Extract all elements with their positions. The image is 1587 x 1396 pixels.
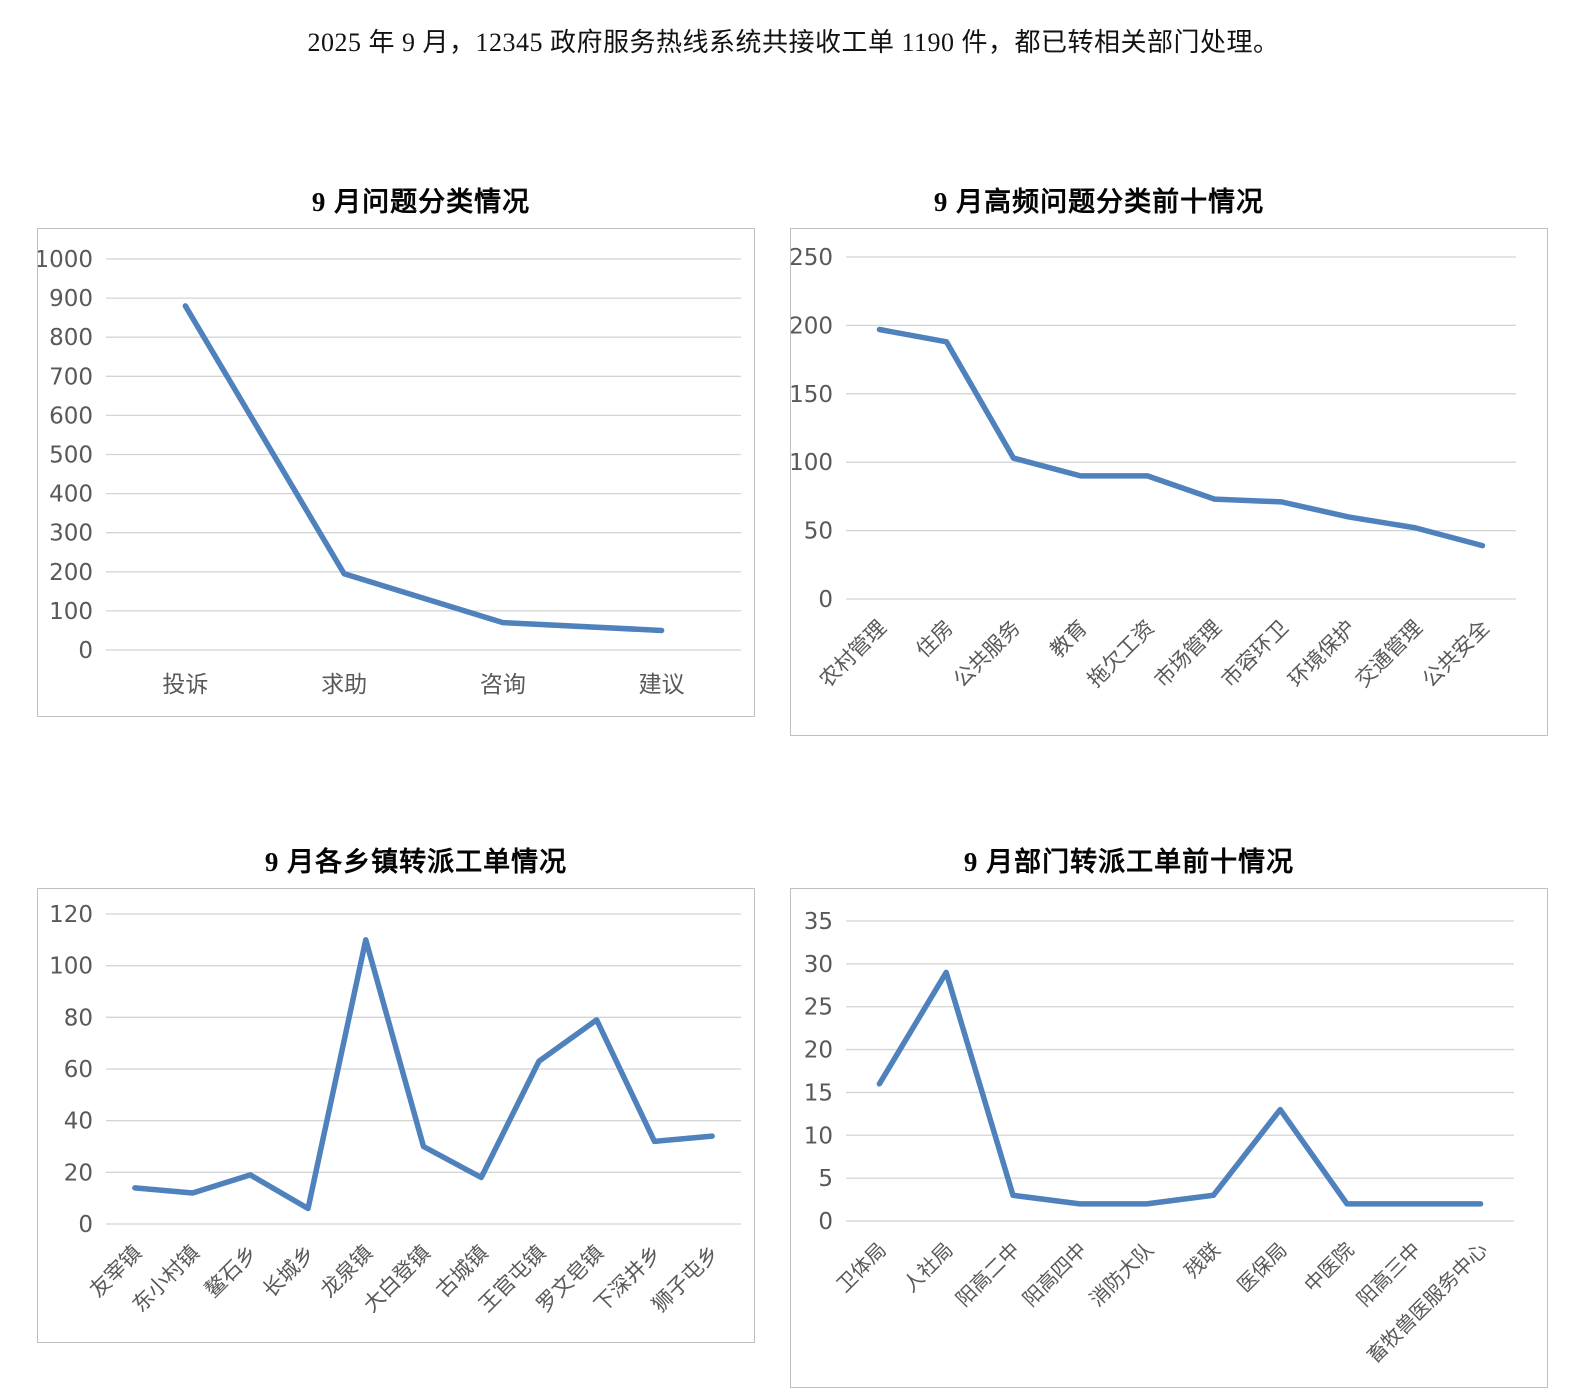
line-chart-frame: 0 5 10 15 20 25 30 35 卫体局 人社局 阳高二中 阳高四中 消防大队 残联 医保局 中医院…: [790, 888, 1548, 1388]
x-axis-label: 中医院: [1299, 1238, 1358, 1297]
x-axis-label: 残联: [1180, 1238, 1225, 1283]
x-axis-label: 公共服务: [949, 616, 1025, 692]
x-axis-label: 卫体局: [832, 1238, 891, 1297]
x-axis-label: 交通管理: [1351, 616, 1427, 692]
x-axis-label: 公共安全: [1418, 616, 1494, 692]
data-line: [876, 969, 1484, 1207]
x-axis-label: 市场管理: [1150, 616, 1226, 692]
x-axis-label: 投诉: [162, 672, 208, 698]
y-tick-label: 250: [791, 245, 833, 271]
y-tick-label: 25: [804, 995, 833, 1021]
data-line: [132, 937, 715, 1212]
x-axis-label: 咨询: [480, 672, 526, 698]
x-axis-label: 阳高四中: [1018, 1238, 1092, 1312]
y-tick-label: 100: [49, 954, 93, 980]
y-tick-label: 600: [49, 403, 93, 429]
y-tick-label: 10: [804, 1123, 833, 1149]
chart-title: 9 月高频问题分类前十情况: [933, 187, 1265, 217]
y-tick-label: 0: [78, 638, 93, 664]
y-tick-label: 150: [791, 382, 833, 408]
y-tick-label: 0: [818, 587, 833, 613]
line-chart-frame: 0 20 40 60 80 100 120 友宰镇 东小村镇 鳌石乡 长城乡 龙泉镇 大白登镇 古城镇 王官…: [37, 888, 755, 1343]
y-tick-label: 40: [64, 1109, 93, 1135]
x-axis-label: 鳌石乡: [200, 1241, 262, 1303]
y-tick-label: 20: [64, 1160, 93, 1186]
line-chart-frame: 0 50 100 150 200 250 农村管理 住房 公共服务 教育 拖欠工资 市场管理 市容环卫环…: [790, 228, 1548, 736]
x-axis-label: 人社局: [898, 1238, 957, 1297]
chart-department-orders: 9 月部门转派工单前十情况 0 5 10 15 20 25 30 35 卫体局 人社局 阳高二中 阳高…: [790, 842, 1548, 1388]
y-tick-label: 500: [49, 443, 93, 469]
y-tick-label: 900: [49, 286, 93, 312]
chart-title: 9 月各乡镇转派工单情况: [264, 847, 568, 877]
y-tick-label: 35: [804, 909, 833, 935]
x-axis-label: 消防大队: [1085, 1238, 1159, 1312]
chart-township-orders: 9 月各乡镇转派工单情况 0 20 40 60 80 100 120 友宰镇 东小村镇 鳌石乡 长城…: [37, 842, 755, 1343]
x-axis-label: 求助: [321, 672, 367, 698]
y-tick-label: 700: [49, 364, 93, 390]
x-axis-label: 长城乡: [258, 1241, 320, 1303]
x-axis-label: 住房: [911, 616, 958, 663]
y-tick-label: 30: [804, 952, 833, 978]
chart-title: 9 月问题分类情况: [311, 187, 531, 217]
y-tick-label: 100: [791, 450, 833, 476]
x-axis-label: 市容环卫: [1217, 616, 1293, 692]
y-tick-label: 400: [49, 482, 93, 508]
line-chart-frame: 0 100 200 300 400 500 600 700 800 900 1000 投诉 求助 咨询 建议: [37, 228, 755, 717]
line-chart: 020406080100120友宰镇东小村镇鳌石乡长城乡龙泉镇大白登镇古城镇王官…: [49, 902, 741, 1317]
y-tick-label: 300: [49, 521, 93, 547]
y-tick-label: 80: [64, 1005, 93, 1031]
chart-top10-issues: 9 月高频问题分类前十情况 0 50 100 150 200 250 农村管理 住房 公共服务教…: [790, 182, 1548, 736]
data-line: [182, 303, 665, 634]
x-axis-label: 阳高二中: [951, 1238, 1025, 1312]
chart-title: 9 月部门转派工单前十情况: [963, 847, 1295, 877]
y-tick-label: 200: [49, 560, 93, 586]
x-axis-label: 环境保护: [1284, 616, 1360, 692]
y-tick-label: 0: [818, 1209, 833, 1235]
x-axis-label: 农村管理: [815, 616, 891, 692]
data-line: [876, 326, 1486, 549]
x-axis-label: 建议: [639, 672, 685, 698]
intro-text: 2025 年 9 月，12345 政府服务热线系统共接收工单 1190 件，都已…: [307, 28, 1280, 57]
x-axis-label: 拖欠工资: [1083, 616, 1159, 692]
y-tick-label: 0: [78, 1212, 93, 1238]
line-chart: 0 100 200 300 400 500 600 700 800 900 1000 投诉 求助 咨询 建议: [38, 247, 741, 698]
y-tick-label: 15: [804, 1080, 833, 1106]
x-axis-label: 畜牧兽医服务中心: [1362, 1238, 1492, 1368]
x-axis-label: 医保局: [1232, 1238, 1291, 1297]
x-axis-label: 教育: [1045, 616, 1092, 663]
chart-problem-categories: 9 月问题分类情况 0 100 200 300 400 500 600 700 800 900 10…: [37, 182, 755, 717]
y-tick-label: 50: [804, 519, 833, 545]
y-tick-label: 1000: [38, 247, 93, 273]
y-tick-label: 60: [64, 1057, 93, 1083]
y-tick-label: 200: [791, 313, 833, 339]
y-tick-label: 20: [804, 1038, 833, 1064]
y-tick-label: 800: [49, 325, 93, 351]
y-tick-label: 100: [49, 599, 93, 625]
y-tick-label: 120: [49, 902, 93, 928]
y-tick-label: 5: [818, 1166, 833, 1192]
